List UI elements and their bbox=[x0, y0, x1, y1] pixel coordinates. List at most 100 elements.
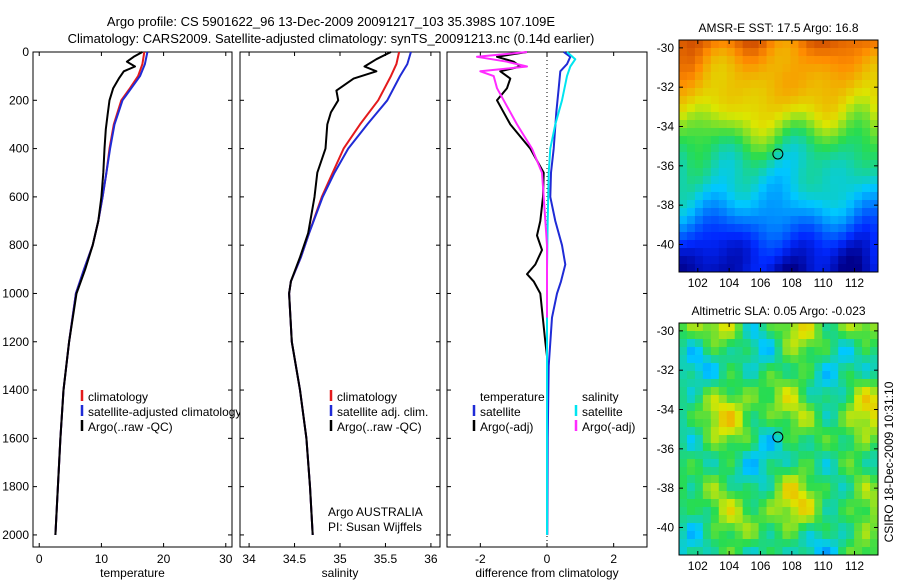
map-cell bbox=[782, 339, 791, 348]
map-cell bbox=[758, 547, 768, 556]
map-cell bbox=[870, 339, 879, 348]
map-cell bbox=[726, 443, 736, 452]
map-cell bbox=[758, 539, 768, 548]
map-cell bbox=[782, 184, 791, 193]
map-cell bbox=[814, 152, 823, 161]
map-cell bbox=[742, 323, 752, 332]
map-cell bbox=[686, 339, 696, 348]
map-cell bbox=[766, 256, 776, 265]
map-cell bbox=[870, 200, 879, 209]
map-cell bbox=[846, 363, 855, 372]
map-cell bbox=[814, 240, 823, 249]
map-cell bbox=[830, 443, 839, 452]
map-cell bbox=[806, 152, 815, 161]
map-cell bbox=[694, 411, 704, 420]
map-cell bbox=[686, 224, 696, 233]
map-cell bbox=[694, 403, 704, 412]
map-cell bbox=[838, 200, 847, 209]
map-cell bbox=[798, 355, 807, 364]
map-cell bbox=[694, 96, 704, 105]
map-cell bbox=[679, 80, 688, 89]
map-cell bbox=[710, 96, 720, 105]
map-cell bbox=[822, 88, 831, 97]
map-cell bbox=[854, 248, 863, 257]
map-cell bbox=[686, 363, 696, 372]
map-cell bbox=[782, 40, 791, 49]
map-cell bbox=[774, 419, 783, 428]
map-cell bbox=[742, 467, 752, 476]
map-cell bbox=[814, 403, 823, 412]
map-cell bbox=[686, 347, 696, 356]
map-cell bbox=[766, 88, 776, 97]
map-cell bbox=[838, 475, 847, 484]
map-cell bbox=[870, 128, 879, 137]
map-cell bbox=[830, 507, 839, 516]
map-cell bbox=[702, 363, 712, 372]
map-cell bbox=[694, 363, 704, 372]
map-cell bbox=[750, 459, 760, 468]
map-cell bbox=[750, 531, 760, 540]
map-cell bbox=[862, 467, 871, 476]
map-cell bbox=[846, 451, 855, 460]
map-cell bbox=[686, 216, 696, 225]
map-cell bbox=[806, 216, 815, 225]
map-cell bbox=[806, 483, 815, 492]
map-cell bbox=[862, 264, 871, 273]
map-cell bbox=[846, 176, 855, 185]
map-cell bbox=[686, 152, 696, 161]
map-frame bbox=[678, 39, 879, 273]
map-cell bbox=[774, 168, 783, 177]
y-tick-label: -40 bbox=[657, 520, 675, 534]
map-cell bbox=[734, 339, 744, 348]
map-cell bbox=[726, 363, 736, 372]
map-cell bbox=[702, 379, 712, 388]
map-cell bbox=[822, 395, 831, 404]
map-cell bbox=[838, 104, 847, 113]
map-cell bbox=[742, 419, 752, 428]
map-cell bbox=[822, 104, 831, 113]
argo-position-marker bbox=[772, 148, 784, 160]
x-tick-label: 102 bbox=[688, 559, 708, 573]
map-cell bbox=[822, 499, 831, 508]
map-cell bbox=[718, 256, 728, 265]
map-cell bbox=[814, 467, 823, 476]
map-cell bbox=[862, 56, 871, 65]
map-cell bbox=[718, 515, 728, 524]
map-cell bbox=[702, 515, 712, 524]
x-tick-label: 35 bbox=[333, 552, 347, 566]
map-cell bbox=[726, 168, 736, 177]
map-cell bbox=[750, 208, 760, 217]
map-cell bbox=[686, 403, 696, 412]
map-cell bbox=[830, 48, 839, 57]
map-cell bbox=[790, 499, 799, 508]
map-cell bbox=[806, 128, 815, 137]
map-cell bbox=[782, 331, 791, 340]
y-tick-label: 800 bbox=[9, 238, 29, 252]
map-cell bbox=[870, 232, 879, 241]
map-cell bbox=[790, 331, 799, 340]
map-cell bbox=[862, 224, 871, 233]
map-cell bbox=[854, 395, 863, 404]
map-cell bbox=[750, 547, 760, 556]
map-cell bbox=[758, 347, 768, 356]
map-cell bbox=[862, 451, 871, 460]
map-cell bbox=[814, 48, 823, 57]
map-cell bbox=[790, 459, 799, 468]
map-cell bbox=[822, 200, 831, 209]
map-cell bbox=[750, 451, 760, 460]
map-cell bbox=[710, 443, 720, 452]
map-cell bbox=[702, 347, 712, 356]
map-cell bbox=[774, 264, 783, 273]
map-cell bbox=[686, 427, 696, 436]
map-cell bbox=[694, 104, 704, 113]
map-cell bbox=[806, 80, 815, 89]
map-cell bbox=[838, 451, 847, 460]
map-cell bbox=[806, 48, 815, 57]
map-cell bbox=[710, 56, 720, 65]
map-cell bbox=[734, 507, 744, 516]
map-cell bbox=[774, 515, 783, 524]
map-cell bbox=[814, 176, 823, 185]
map-cell bbox=[742, 435, 752, 444]
map-cell bbox=[702, 256, 712, 265]
map-cell bbox=[710, 387, 720, 396]
